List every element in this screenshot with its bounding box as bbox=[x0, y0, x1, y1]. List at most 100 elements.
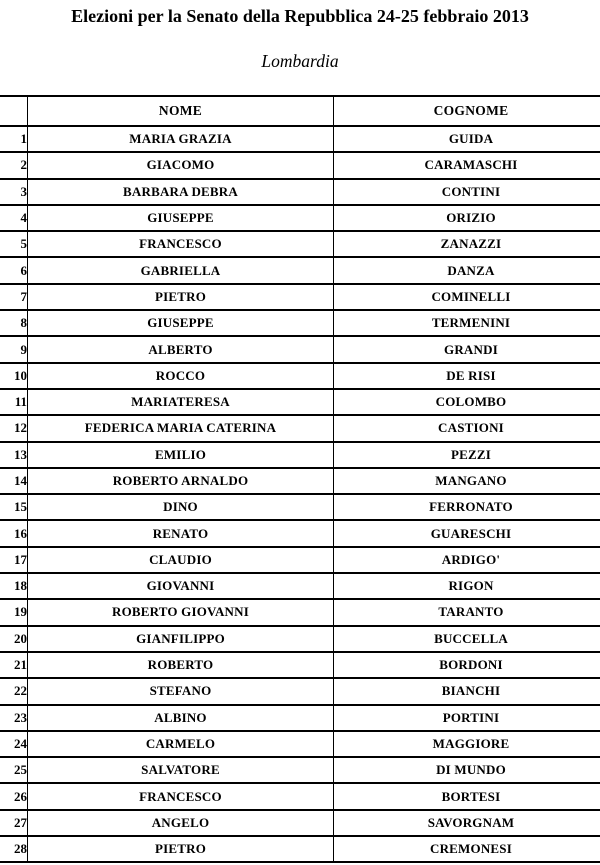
cognome-cell: PEZZI bbox=[333, 440, 600, 469]
nome-cell: ROBERTO ARNALDO bbox=[27, 466, 334, 496]
table-row: 24 CARMELO MAGGIORE bbox=[0, 729, 600, 759]
cognome-cell: BORTESI bbox=[333, 782, 600, 811]
table-row: 11 MARIATERESA COLOMBO bbox=[0, 387, 600, 417]
cognome-cell: ARDIGO' bbox=[333, 545, 600, 575]
page-title: Elezioni per la Senato della Repubblica … bbox=[71, 6, 529, 26]
column-header-nome: NOME bbox=[27, 95, 334, 127]
nome-cell: ALBINO bbox=[27, 703, 334, 732]
cognome-cell: COMINELLI bbox=[333, 282, 600, 312]
row-number: 16 bbox=[0, 519, 28, 548]
cognome-cell: DANZA bbox=[333, 256, 600, 285]
nome-cell: PIETRO bbox=[27, 282, 334, 312]
row-number: 18 bbox=[0, 572, 28, 601]
table-row: 19 ROBERTO GIOVANNI TARANTO bbox=[0, 598, 600, 627]
row-number: 17 bbox=[0, 545, 28, 575]
table-row: 7 PIETRO COMINELLI bbox=[0, 282, 600, 312]
table-row: 17 CLAUDIO ARDIGO' bbox=[0, 545, 600, 575]
table-row: 12 FEDERICA MARIA CATERINA CASTIONI bbox=[0, 414, 600, 443]
cognome-cell: MAGGIORE bbox=[333, 729, 600, 759]
nome-cell: ROBERTO bbox=[27, 650, 334, 680]
table-row: 18 GIOVANNI RIGON bbox=[0, 572, 600, 601]
row-number: 14 bbox=[0, 466, 28, 496]
cognome-cell: GRANDI bbox=[333, 335, 600, 364]
cognome-cell: CREMONESI bbox=[333, 835, 600, 864]
cognome-cell: MANGANO bbox=[333, 466, 600, 496]
nome-cell: FRANCESCO bbox=[27, 782, 334, 811]
nome-cell: MARIA GRAZIA bbox=[27, 124, 334, 154]
cognome-cell: GUARESCHI bbox=[333, 519, 600, 548]
row-number: 13 bbox=[0, 440, 28, 469]
nome-cell: ROBERTO GIOVANNI bbox=[27, 598, 334, 627]
nome-cell: GIUSEPPE bbox=[27, 203, 334, 233]
nome-cell: GIOVANNI bbox=[27, 572, 334, 601]
row-number: 21 bbox=[0, 650, 28, 680]
table-row: 26 FRANCESCO BORTESI bbox=[0, 782, 600, 811]
nome-cell: PIETRO bbox=[27, 835, 334, 864]
row-number: 6 bbox=[0, 256, 28, 285]
cognome-cell: CONTINI bbox=[333, 177, 600, 206]
row-number: 20 bbox=[0, 624, 28, 653]
row-number: 12 bbox=[0, 414, 28, 443]
cognome-cell: DI MUNDO bbox=[333, 756, 600, 785]
cognome-cell: ORIZIO bbox=[333, 203, 600, 233]
nome-cell: EMILIO bbox=[27, 440, 334, 469]
cognome-cell: BUCCELLA bbox=[333, 624, 600, 653]
table-body: 1 MARIA GRAZIA GUIDA 2 GIACOMO CARAMASCHI 3 BAR… bbox=[0, 124, 600, 864]
row-number: 15 bbox=[0, 493, 28, 522]
cognome-cell: ZANAZZI bbox=[333, 230, 600, 259]
row-number: 27 bbox=[0, 808, 28, 838]
table-row: 6 GABRIELLA DANZA bbox=[0, 256, 600, 285]
table-row: 20 GIANFILIPPO BUCCELLA bbox=[0, 624, 600, 653]
table-row: 2 GIACOMO CARAMASCHI bbox=[0, 151, 600, 180]
nome-cell: FRANCESCO bbox=[27, 230, 334, 259]
table-row: 15 DINO FERRONATO bbox=[0, 493, 600, 522]
cognome-cell: TERMENINI bbox=[333, 309, 600, 338]
table-row: 27 ANGELO SAVORGNAM bbox=[0, 808, 600, 838]
cognome-cell: FERRONATO bbox=[333, 493, 600, 522]
table-row: 4 GIUSEPPE ORIZIO bbox=[0, 203, 600, 233]
row-number: 28 bbox=[0, 835, 28, 864]
table-row: 16 RENATO GUARESCHI bbox=[0, 519, 600, 548]
nome-cell: FEDERICA MARIA CATERINA bbox=[27, 414, 334, 443]
cognome-cell: PORTINI bbox=[333, 703, 600, 732]
cognome-cell: DE RISI bbox=[333, 361, 600, 390]
row-number: 8 bbox=[0, 309, 28, 338]
region-subtitle: Lombardia bbox=[261, 51, 339, 71]
nome-cell: DINO bbox=[27, 493, 334, 522]
row-number: 22 bbox=[0, 677, 28, 706]
candidates-table: NOME COGNOME 1 MARIA GRAZIA GUIDA 2 GIACOMO C… bbox=[0, 95, 600, 864]
nome-cell: GIUSEPPE bbox=[27, 309, 334, 338]
row-number: 11 bbox=[0, 387, 28, 417]
table-row: 8 GIUSEPPE TERMENINI bbox=[0, 309, 600, 338]
nome-cell: CARMELO bbox=[27, 729, 334, 759]
nome-cell: GABRIELLA bbox=[27, 256, 334, 285]
table-row: 5 FRANCESCO ZANAZZI bbox=[0, 230, 600, 259]
cognome-cell: COLOMBO bbox=[333, 387, 600, 417]
nome-cell: SALVATORE bbox=[27, 756, 334, 785]
row-number: 3 bbox=[0, 177, 28, 206]
cognome-cell: BIANCHI bbox=[333, 677, 600, 706]
table-row: 3 BARBARA DEBRA CONTINI bbox=[0, 177, 600, 206]
cognome-cell: BORDONI bbox=[333, 650, 600, 680]
nome-cell: GIANFILIPPO bbox=[27, 624, 334, 653]
table-row: 1 MARIA GRAZIA GUIDA bbox=[0, 124, 600, 154]
table-row: 13 EMILIO PEZZI bbox=[0, 440, 600, 469]
column-header-cognome: COGNOME bbox=[333, 95, 600, 127]
nome-cell: MARIATERESA bbox=[27, 387, 334, 417]
nome-cell: RENATO bbox=[27, 519, 334, 548]
nome-cell: STEFANO bbox=[27, 677, 334, 706]
row-number: 1 bbox=[0, 124, 28, 154]
cognome-cell: GUIDA bbox=[333, 124, 600, 154]
cognome-cell: CARAMASCHI bbox=[333, 151, 600, 180]
nome-cell: GIACOMO bbox=[27, 151, 334, 180]
row-number: 9 bbox=[0, 335, 28, 364]
row-number: 2 bbox=[0, 151, 28, 180]
row-number: 24 bbox=[0, 729, 28, 759]
table-row: 25 SALVATORE DI MUNDO bbox=[0, 756, 600, 785]
row-number: 26 bbox=[0, 782, 28, 811]
row-number: 5 bbox=[0, 230, 28, 259]
table-row: 10 ROCCO DE RISI bbox=[0, 361, 600, 390]
nome-cell: ALBERTO bbox=[27, 335, 334, 364]
row-number: 25 bbox=[0, 756, 28, 785]
row-number: 10 bbox=[0, 361, 28, 390]
